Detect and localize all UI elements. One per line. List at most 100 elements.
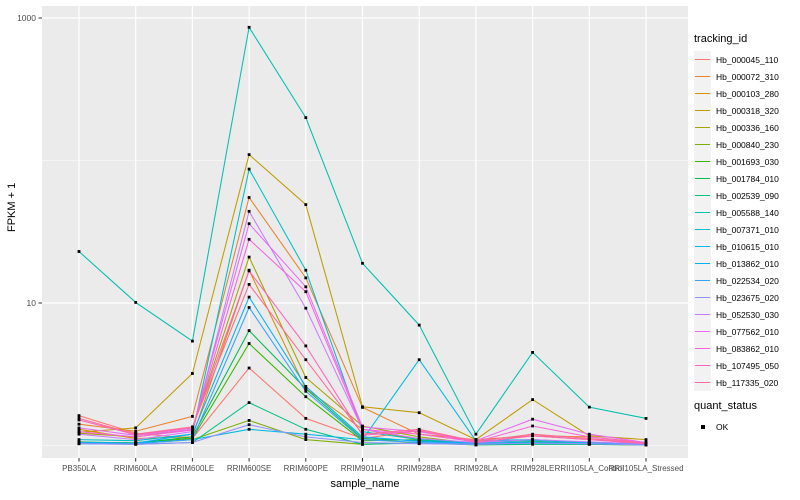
data-point — [587, 432, 591, 436]
x-tick-label: RRIM901LA — [341, 464, 385, 473]
legend-key-swatch — [694, 374, 711, 391]
data-point — [474, 439, 478, 443]
data-point — [304, 358, 308, 362]
data-point — [304, 387, 308, 391]
data-point — [77, 250, 81, 253]
data-point — [417, 437, 421, 440]
legend-key-swatch — [694, 323, 711, 340]
data-point — [77, 442, 81, 446]
data-point — [304, 432, 308, 436]
x-tick-label: RRIM928BA — [397, 464, 442, 473]
data-point — [304, 395, 308, 399]
legend-line-icon — [695, 178, 710, 180]
x-tick-label: RRIM600LA — [114, 464, 158, 473]
data-point — [304, 389, 308, 393]
data-point — [644, 417, 648, 420]
legend-item-label: Hb_001784_010 — [716, 173, 779, 184]
legend-item: Hb_077562_010 — [694, 323, 800, 340]
data-point — [644, 438, 648, 441]
data-point — [247, 196, 251, 199]
legend-item-label: Hb_002539_090 — [716, 190, 779, 201]
data-point — [304, 285, 308, 289]
legend-item-label: Hb_005588_140 — [716, 207, 779, 218]
data-point — [134, 429, 138, 433]
data-point — [247, 153, 251, 156]
legend-item-label: Hb_023675_020 — [716, 292, 779, 303]
legend-item-label: Hb_083862_010 — [716, 343, 779, 354]
legend-key-swatch — [694, 51, 711, 68]
legend: tracking_id Hb_000045_110 Hb_000072_310 Hb… — [694, 33, 800, 435]
legend-item-label: Hb_000103_280 — [716, 88, 779, 99]
data-point — [531, 434, 534, 438]
data-point — [361, 430, 364, 434]
data-point — [134, 432, 138, 436]
legend-line-icon — [695, 195, 710, 197]
data-point — [247, 295, 251, 299]
data-point — [191, 435, 194, 439]
data-point — [77, 438, 81, 441]
data-point — [247, 283, 251, 286]
legend-key-swatch — [694, 357, 711, 374]
data-point — [587, 435, 591, 439]
legend-item-label: Hb_013862_010 — [716, 258, 779, 269]
data-point — [134, 438, 138, 441]
data-point — [247, 401, 251, 404]
legend-line-icon — [695, 280, 710, 282]
legend-item-label: Hb_077562_010 — [716, 326, 779, 337]
data-point — [304, 417, 308, 420]
legend-key-swatch — [694, 170, 711, 187]
legend-key-swatch — [694, 340, 711, 357]
data-point — [247, 269, 251, 273]
data-point — [361, 435, 364, 439]
quant-legend-item: OK — [694, 418, 800, 435]
data-point — [361, 442, 364, 446]
legend-line-icon — [695, 127, 710, 129]
data-point — [304, 276, 308, 280]
legend-line-icon — [695, 110, 710, 112]
quant-key-swatch — [694, 418, 711, 435]
data-point — [587, 440, 591, 444]
data-point — [77, 414, 81, 417]
x-tick-label: RRIM600PE — [284, 464, 328, 473]
legend-line-icon — [695, 365, 710, 367]
data-point — [417, 432, 421, 436]
legend-line-icon — [695, 144, 710, 146]
legend-item: Hb_000072_310 — [694, 68, 800, 85]
x-tick-label: RRIM600LE — [171, 464, 215, 473]
legend-line-icon — [695, 331, 710, 333]
data-point — [77, 418, 81, 422]
data-point — [304, 435, 308, 439]
data-point — [304, 306, 308, 310]
legend-item-label: Hb_107495_050 — [716, 360, 779, 371]
data-point — [531, 398, 534, 401]
data-point — [191, 432, 194, 436]
legend-item-label: Hb_001693_030 — [716, 156, 779, 167]
data-point — [247, 306, 251, 309]
data-point — [247, 25, 251, 29]
legend-item: Hb_002539_090 — [694, 187, 800, 204]
data-point — [417, 442, 421, 446]
legend-item: Hb_001784_010 — [694, 170, 800, 187]
data-point — [247, 237, 251, 241]
legend-line-icon — [695, 161, 710, 163]
data-point — [191, 415, 194, 418]
legend-key-swatch — [694, 153, 711, 170]
legend-item-label: Hb_000072_310 — [716, 71, 779, 82]
legend-item: Hb_052530_030 — [694, 306, 800, 323]
x-tick-label: RRIM600SE — [227, 464, 271, 473]
legend-key-swatch — [694, 102, 711, 119]
legend-key-swatch — [694, 255, 711, 272]
data-point — [191, 339, 194, 343]
data-point — [134, 442, 138, 446]
data-point — [247, 427, 251, 431]
data-point — [77, 432, 81, 436]
legend-key-swatch — [694, 85, 711, 102]
legend-item-label: Hb_117335_020 — [716, 377, 779, 388]
legend-item: Hb_013862_010 — [694, 255, 800, 272]
data-point — [247, 423, 251, 427]
data-point — [417, 435, 421, 439]
legend-item: Hb_107495_050 — [694, 357, 800, 374]
legend-item: Hb_001693_030 — [694, 153, 800, 170]
legend-line-icon — [695, 297, 710, 299]
legend-item: Hb_000840_230 — [694, 136, 800, 153]
